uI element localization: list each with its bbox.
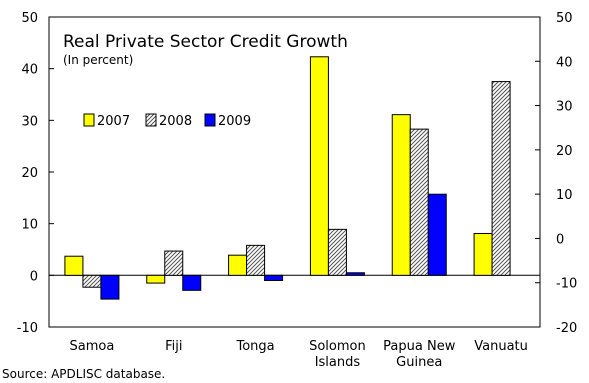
bar-2007 [309, 56, 329, 276]
left-tick-label: 40 [21, 63, 38, 78]
category-labels: Samoa Fiji Tonga Solomon Islands Papua New Gui… [70, 339, 528, 370]
bar-2009 [345, 272, 365, 276]
right-tick-label: 20 [556, 144, 573, 159]
chart-title: Real Private Sector Credit Growth [63, 32, 348, 52]
bar-2009 [264, 274, 284, 282]
left-tick-label: 10 [21, 218, 38, 233]
legend-label-2009: 2009 [218, 114, 251, 129]
left-axis: -10 0 10 20 30 40 50 [17, 11, 54, 336]
legend-swatch-2008 [145, 113, 157, 127]
bar-2009 [182, 274, 202, 291]
category-label: Tonga [236, 339, 275, 354]
category-label: Vanuatu [474, 339, 528, 354]
left-tick-label: 30 [21, 114, 38, 129]
bar-2008 [164, 250, 184, 276]
bar-2007 [64, 255, 84, 276]
right-tick-label: 10 [556, 188, 573, 203]
left-tick-label: -10 [17, 321, 38, 336]
bar-2007 [391, 114, 411, 276]
right-tick-label: -10 [556, 277, 577, 292]
bars [64, 56, 511, 300]
right-tick-label: 50 [556, 11, 573, 26]
right-tick-label: 30 [556, 100, 573, 115]
left-tick-label: 50 [21, 11, 38, 26]
source-note: Source: APDLISC database. [2, 367, 166, 381]
legend-label-2007: 2007 [97, 114, 130, 129]
bar-2007 [146, 274, 166, 284]
bar-2007 [473, 232, 493, 276]
category-label: Samoa [70, 339, 115, 354]
left-tick-label: 0 [30, 269, 38, 284]
right-tick-label: 40 [556, 55, 573, 70]
category-label: Fiji [165, 339, 182, 354]
right-axis: -20 -10 0 10 20 30 40 50 [535, 11, 577, 336]
bar-2009 [427, 193, 447, 276]
bar-2008 [491, 81, 511, 276]
bar-2008 [327, 228, 347, 276]
legend-swatch-2007 [83, 113, 95, 127]
category-label: Solomon Islands [309, 339, 366, 370]
chart-subtitle: (In percent) [63, 53, 133, 67]
bar-2008 [82, 274, 102, 288]
bar-2007 [228, 254, 248, 276]
legend-swatch-2009 [204, 113, 216, 127]
right-tick-label: 0 [556, 232, 564, 247]
category-label: Papua New Guinea [383, 339, 456, 370]
bar-2008 [409, 128, 429, 276]
bar-2009 [100, 274, 120, 300]
legend: 2007 2008 2009 [83, 113, 251, 129]
bar-2008 [246, 244, 266, 276]
left-tick-label: 20 [21, 166, 38, 181]
legend-label-2008: 2008 [159, 114, 192, 129]
right-tick-label: -20 [556, 321, 577, 336]
